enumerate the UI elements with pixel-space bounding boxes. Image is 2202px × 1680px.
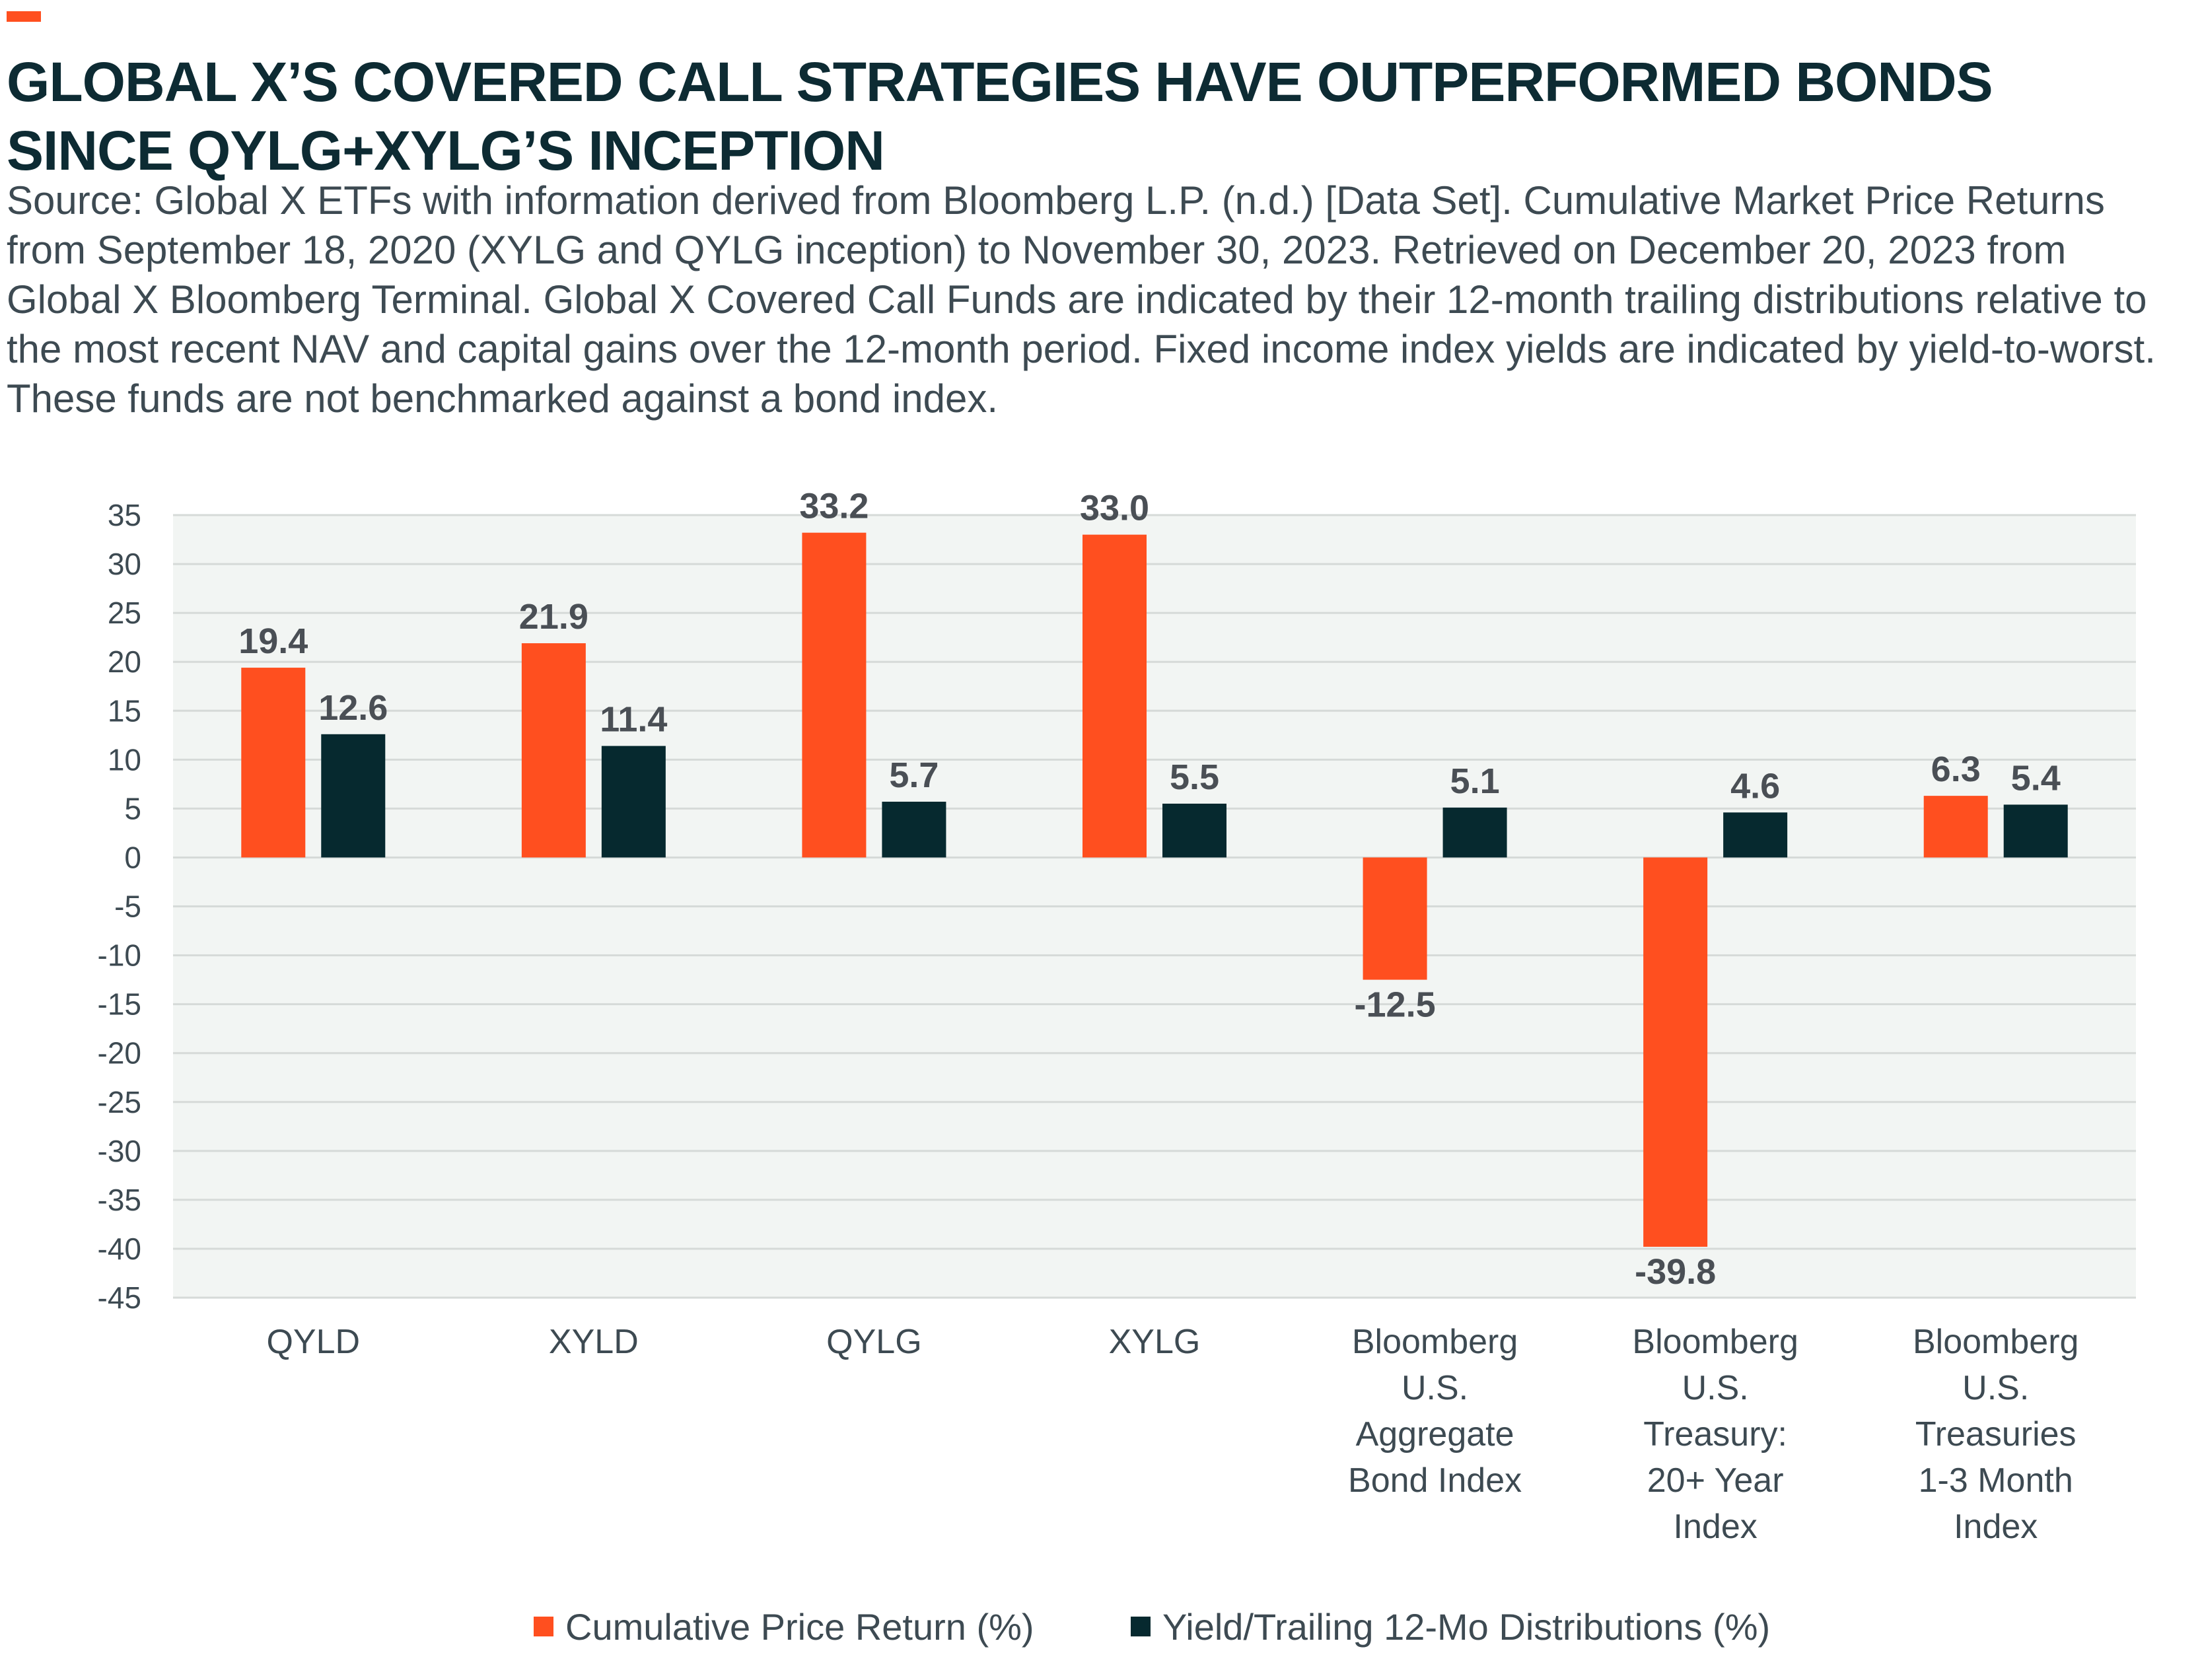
bar-yield xyxy=(2003,804,2068,858)
legend-label-cumulative-price-return: Cumulative Price Return (%) xyxy=(565,1605,1034,1648)
data-label: 21.9 xyxy=(519,597,588,637)
bar-yield xyxy=(321,734,386,858)
y-tick-label: 15 xyxy=(108,693,141,728)
x-category-label: Bloomberg U.S. Treasuries 1-3 Month Index xyxy=(1913,1323,2078,1546)
y-tick-label: -30 xyxy=(98,1134,141,1168)
x-category-label: Bloomberg U.S. Treasury: 20+ Year Index xyxy=(1632,1323,1798,1546)
data-label: 33.2 xyxy=(799,487,869,526)
data-label: -39.8 xyxy=(1635,1252,1716,1292)
y-tick-label: -40 xyxy=(98,1232,141,1266)
legend-swatch-yield xyxy=(1131,1617,1151,1636)
y-tick-label: -35 xyxy=(98,1183,141,1217)
y-tick-label: -10 xyxy=(98,938,141,973)
y-tick-label: 30 xyxy=(108,547,141,581)
x-category-label: Bloomberg U.S. Aggregate Bond Index xyxy=(1348,1323,1522,1500)
data-label: 12.6 xyxy=(318,688,388,728)
data-label: 6.3 xyxy=(1931,750,1981,789)
source-note: Source: Global X ETFs with information d… xyxy=(7,178,2156,421)
y-tick-label: -5 xyxy=(114,890,141,924)
data-label: 33.0 xyxy=(1080,489,1149,528)
x-category-label: XYLD xyxy=(549,1323,639,1361)
y-tick-label: -45 xyxy=(98,1280,141,1315)
y-tick-label: 5 xyxy=(124,791,141,825)
y-tick-label: 35 xyxy=(108,498,141,532)
data-label: 5.7 xyxy=(889,755,939,795)
bar-cumulative-return xyxy=(1363,857,1427,980)
legend-swatch-cumulative-price-return xyxy=(534,1617,553,1636)
data-label: 11.4 xyxy=(600,700,667,740)
accent-bar xyxy=(7,11,41,22)
bar-cumulative-return xyxy=(1083,534,1147,858)
data-label: 5.1 xyxy=(1450,761,1500,801)
bar-cumulative-return xyxy=(521,643,586,858)
data-label: 4.6 xyxy=(1730,766,1780,806)
bar-cumulative-return xyxy=(1643,857,1708,1247)
y-tick-label: -15 xyxy=(98,987,141,1022)
y-tick-label: -20 xyxy=(98,1036,141,1070)
y-tick-label: 0 xyxy=(124,840,141,874)
bar-yield xyxy=(1162,803,1226,858)
data-label: -12.5 xyxy=(1355,985,1436,1025)
bar-yield xyxy=(601,746,666,858)
x-category-label: QYLG xyxy=(826,1323,922,1361)
bar-yield xyxy=(1723,812,1788,858)
bar-cumulative-return xyxy=(802,532,867,858)
chart-title: GLOBAL X’S COVERED CALL STRATEGIES HAVE … xyxy=(7,51,1993,182)
legend-label-yield: Yield/Trailing 12-Mo Distributions (%) xyxy=(1162,1605,1771,1648)
bar-cumulative-return xyxy=(1923,796,1988,858)
legend-item-cumulative-price-return: Cumulative Price Return (%) xyxy=(534,1597,1034,1656)
x-category-label: XYLG xyxy=(1109,1323,1201,1361)
y-tick-label: 25 xyxy=(108,596,141,630)
bar-yield xyxy=(1442,807,1507,858)
data-label: 19.4 xyxy=(238,621,308,661)
data-label: 5.4 xyxy=(2011,758,2061,798)
bar-cumulative-return xyxy=(241,668,306,858)
legend-item-yield: Yield/Trailing 12-Mo Distributions (%) xyxy=(1131,1597,1770,1656)
legend: Cumulative Price Return (%) Yield/Traili… xyxy=(0,1597,2202,1656)
bar-chart: 35 30 25 20 15 10 5 0 -5 -10 -15 -20 -25 -30 -35 -40 -45… xyxy=(98,487,2136,1546)
bar-yield xyxy=(882,802,946,858)
y-tick-label: -25 xyxy=(98,1085,141,1119)
y-tick-label: 10 xyxy=(108,742,141,777)
x-category-label: QYLD xyxy=(266,1323,360,1361)
data-label: 5.5 xyxy=(1170,757,1219,797)
y-tick-label: 20 xyxy=(108,645,141,679)
